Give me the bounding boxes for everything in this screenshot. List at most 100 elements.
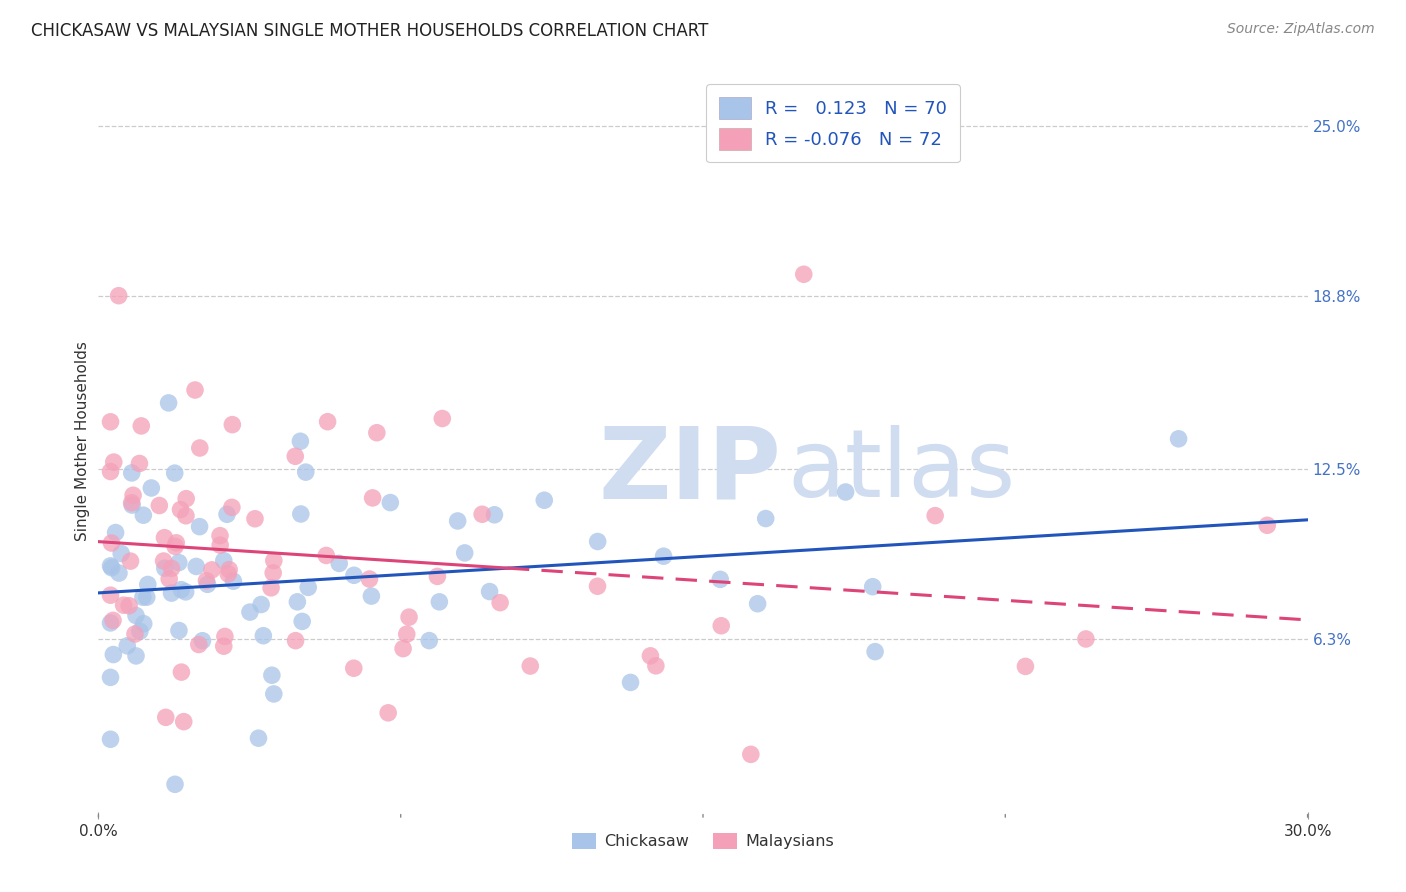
Point — [427, 595, 450, 609]
Point — [103, 648, 125, 662]
Point — [186, 559, 208, 574]
Point — [100, 561, 122, 575]
Point — [173, 714, 195, 729]
Text: atlas: atlas — [787, 425, 1017, 517]
Point — [222, 574, 245, 589]
Point — [132, 590, 155, 604]
Text: ZIP: ZIP — [599, 423, 782, 520]
Point — [586, 534, 609, 549]
Point — [380, 495, 402, 509]
Point — [740, 747, 762, 762]
Point — [359, 572, 381, 586]
Point — [212, 554, 235, 568]
Point — [163, 466, 186, 480]
Point — [125, 608, 148, 623]
Point — [263, 687, 285, 701]
Point — [100, 415, 122, 429]
Point — [209, 538, 232, 552]
Point — [263, 554, 285, 568]
Point — [169, 502, 191, 516]
Point — [104, 525, 127, 540]
Point — [446, 514, 468, 528]
Point — [103, 455, 125, 469]
Point — [287, 595, 309, 609]
Point — [290, 434, 312, 449]
Legend: Chickasaw, Malaysians: Chickasaw, Malaysians — [565, 826, 841, 855]
Point — [214, 630, 236, 644]
Point — [157, 396, 180, 410]
Point — [297, 580, 319, 594]
Point — [160, 586, 183, 600]
Point — [141, 481, 163, 495]
Point — [197, 577, 219, 591]
Point — [108, 566, 131, 580]
Point — [260, 668, 283, 682]
Point — [217, 566, 239, 581]
Point — [710, 619, 733, 633]
Point — [136, 577, 159, 591]
Point — [188, 441, 211, 455]
Point — [174, 508, 197, 523]
Point — [191, 633, 214, 648]
Point — [201, 563, 224, 577]
Point — [418, 633, 440, 648]
Point — [174, 585, 197, 599]
Point — [165, 536, 187, 550]
Point — [478, 584, 501, 599]
Point — [128, 457, 150, 471]
Point — [377, 706, 399, 720]
Point — [112, 598, 135, 612]
Point — [471, 508, 494, 522]
Point — [167, 556, 190, 570]
Point — [454, 546, 477, 560]
Point — [117, 639, 139, 653]
Point — [489, 596, 512, 610]
Point — [652, 549, 675, 564]
Point — [315, 549, 337, 563]
Point — [170, 582, 193, 597]
Point — [110, 547, 132, 561]
Point — [157, 572, 180, 586]
Point — [155, 710, 177, 724]
Point — [215, 508, 238, 522]
Point — [165, 540, 187, 554]
Point — [863, 645, 886, 659]
Point — [586, 579, 609, 593]
Point — [188, 519, 211, 533]
Point — [834, 485, 856, 500]
Point — [395, 627, 418, 641]
Point — [125, 648, 148, 663]
Point — [100, 670, 122, 684]
Point — [316, 415, 339, 429]
Point — [644, 658, 666, 673]
Point — [284, 450, 307, 464]
Point — [100, 536, 122, 550]
Point — [100, 465, 122, 479]
Point — [533, 493, 555, 508]
Point — [398, 610, 420, 624]
Point — [152, 554, 174, 568]
Point — [343, 568, 366, 582]
Point — [100, 732, 122, 747]
Point — [239, 605, 262, 619]
Point — [247, 731, 270, 746]
Point — [118, 599, 141, 613]
Point — [135, 590, 157, 604]
Point — [1074, 632, 1097, 646]
Point — [284, 633, 307, 648]
Point — [793, 267, 815, 281]
Point — [163, 777, 186, 791]
Point — [432, 411, 454, 425]
Point — [862, 580, 884, 594]
Point — [184, 383, 207, 397]
Point — [1256, 518, 1278, 533]
Point — [243, 512, 266, 526]
Point — [484, 508, 506, 522]
Point — [132, 508, 155, 523]
Point — [519, 659, 541, 673]
Point — [250, 598, 273, 612]
Point — [262, 566, 284, 580]
Point — [174, 491, 197, 506]
Point — [328, 557, 350, 571]
Point — [426, 569, 449, 583]
